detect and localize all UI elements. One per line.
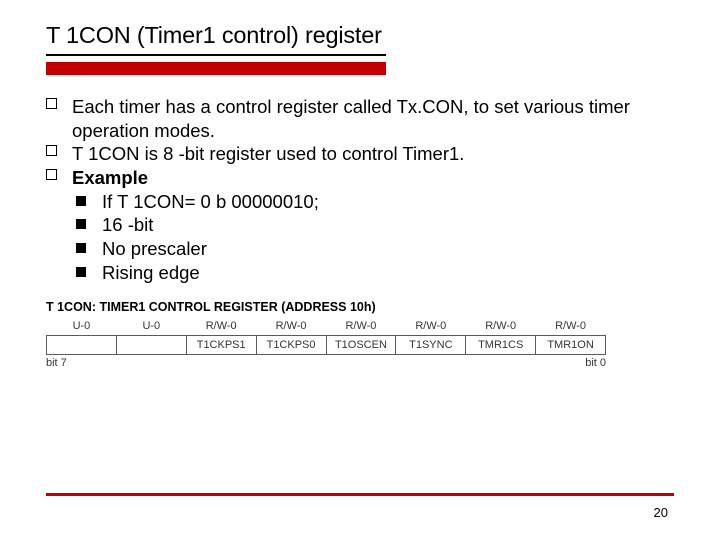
- bullet-text: Each timer has a control register called…: [72, 95, 674, 142]
- register-bit-cell: T1CKPS0: [256, 336, 326, 355]
- bullet-text: If T 1CON= 0 b 00000010;: [102, 190, 674, 214]
- register-bit-cell: T1SYNC: [396, 336, 466, 355]
- bullet-text: T 1CON is 8 -bit register used to contro…: [72, 142, 674, 166]
- register-bit-cell: [47, 336, 117, 355]
- filled-square-icon: [76, 267, 86, 277]
- hollow-square-icon: [46, 98, 57, 109]
- register-bit-cell: TMR1ON: [536, 336, 606, 355]
- register-title: T 1CON: TIMER1 CONTROL REGISTER (ADDRESS…: [46, 300, 674, 314]
- slide-title: T 1CON (Timer1 control) register: [46, 22, 674, 49]
- bullet-level2: 16 -bit: [76, 213, 674, 237]
- register-access-cell: R/W-0: [326, 317, 396, 336]
- bullet-level1: T 1CON is 8 -bit register used to contro…: [46, 142, 674, 166]
- footer-rule: [46, 493, 674, 496]
- register-access-cell: R/W-0: [466, 317, 536, 336]
- bullet-text: No prescaler: [102, 237, 674, 261]
- register-access-cell: R/W-0: [186, 317, 256, 336]
- register-bit-cell: T1OSCEN: [326, 336, 396, 355]
- hollow-square-icon: [46, 145, 57, 156]
- filled-square-icon: [76, 196, 86, 206]
- bullet-level2: If T 1CON= 0 b 00000010;: [76, 190, 674, 214]
- body-content: Each timer has a control register called…: [46, 95, 674, 284]
- bullet-level1: Each timer has a control register called…: [46, 95, 674, 142]
- hollow-square-icon: [46, 169, 57, 180]
- accent-bar: [46, 62, 386, 75]
- bullet-level1: Example: [46, 166, 674, 190]
- register-access-cell: R/W-0: [536, 317, 606, 336]
- bullet-text: Rising edge: [102, 261, 674, 285]
- bullet-text: Example: [72, 166, 674, 190]
- register-table-section: T 1CON: TIMER1 CONTROL REGISTER (ADDRESS…: [46, 300, 674, 369]
- title-underline: [46, 54, 386, 56]
- bullet-level2: No prescaler: [76, 237, 674, 261]
- register-access-cell: R/W-0: [396, 317, 466, 336]
- filled-square-icon: [76, 243, 86, 253]
- register-bit-cell: T1CKPS1: [186, 336, 256, 355]
- register-table: U-0U-0R/W-0R/W-0R/W-0R/W-0R/W-0R/W-0 T1C…: [46, 317, 606, 355]
- bullet-level2: Rising edge: [76, 261, 674, 285]
- bit-low-label: bit 0: [585, 357, 606, 369]
- register-bit-cell: [116, 336, 186, 355]
- page-number: 20: [654, 505, 668, 520]
- register-bit-cell: TMR1CS: [466, 336, 536, 355]
- register-access-cell: U-0: [116, 317, 186, 336]
- register-access-cell: U-0: [47, 317, 117, 336]
- filled-square-icon: [76, 219, 86, 229]
- bullet-text: 16 -bit: [102, 213, 674, 237]
- register-access-cell: R/W-0: [256, 317, 326, 336]
- bit-high-label: bit 7: [46, 357, 67, 369]
